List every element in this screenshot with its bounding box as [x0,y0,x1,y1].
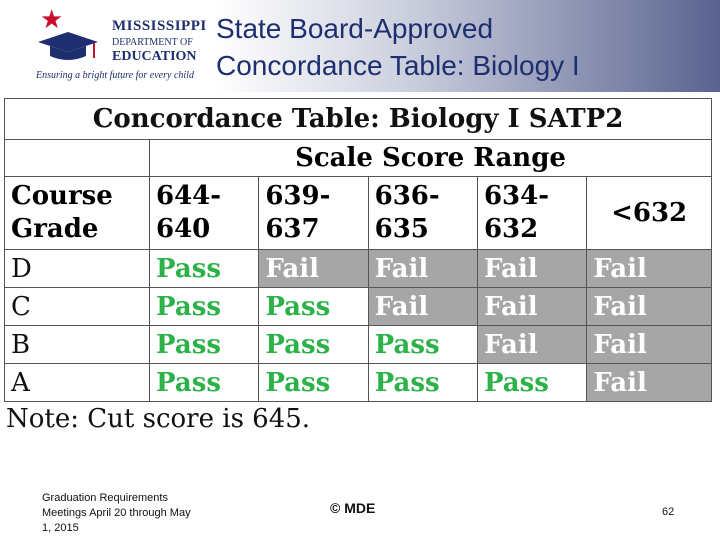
pass-cell: Pass [258,287,369,326]
footer-line-1: Graduation Requirements [42,492,168,504]
fail-cell: Fail [367,249,478,288]
pass-cell: Pass [148,325,260,364]
pass-cell: Pass [367,363,478,402]
fail-cell: Fail [476,287,588,326]
column-header: 636- 635 [367,176,478,250]
table-title-row: Concordance Table: Biology I SATP2 [4,98,712,140]
star-icon: ★ [40,4,64,34]
fail-cell: Fail [586,363,712,402]
grade-cell: B [4,325,150,364]
fail-cell: Fail [476,249,588,288]
slide-header-band [0,0,720,92]
pass-cell: Pass [148,363,260,402]
fail-cell: Fail [476,325,588,364]
grade-cell: C [4,287,150,326]
logo-tagline: Ensuring a bright future for every child [36,70,194,81]
footer-line-2: Meetings April 20 through May [42,507,191,519]
pass-cell: Pass [258,363,369,402]
concordance-table: Concordance Table: Biology I SATP2 Scale… [4,98,712,402]
column-header-line-1: 636- [374,181,440,211]
column-header-line-2: 640 [156,214,211,244]
logo-line-1: MISSISSIPPI [112,18,207,34]
table-row: D Pass Fail Fail Fail Fail [4,249,712,288]
cut-score-note: Note: Cut score is 645. [6,404,311,434]
column-header-line-1: <632 [611,197,688,228]
fail-cell: Fail [586,249,712,288]
fail-cell: Fail [367,287,478,326]
slide-title-line-1: State Board-Approved [216,13,494,44]
pass-cell: Pass [258,325,369,364]
graduation-cap-icon [38,32,98,60]
range-header-row: Scale Score Range [4,139,712,177]
column-header: 639- 637 [258,176,369,250]
fail-cell: Fail [586,325,712,364]
table-row: C Pass Pass Fail Fail Fail [4,287,712,326]
column-header-line-2: 632 [483,214,539,244]
table-row: B Pass Pass Pass Fail Fail [4,325,712,364]
fail-cell: Fail [258,249,369,288]
slide-title: State Board-Approved Concordance Table: … [216,10,580,84]
logo-line-2: DEPARTMENT OF [112,37,193,48]
footer-copyright: © MDE [330,500,376,516]
column-header-line-1: 634- [483,181,550,211]
column-header: <632 [586,176,712,250]
grade-cell: A [4,363,150,402]
row-header-line-2: Grade [11,214,99,244]
row-header: Course Grade [4,176,150,250]
column-header: 634- 632 [476,176,588,250]
logo-line-3: EDUCATION [112,49,197,64]
column-header: 644- 640 [148,176,260,250]
pass-cell: Pass [476,363,588,402]
column-header-line-1: 639- [265,181,331,211]
fail-cell: Fail [586,287,712,326]
pass-cell: Pass [148,249,260,288]
footer-line-3: 1, 2015 [42,522,79,534]
range-header: Scale Score Range [149,139,712,177]
table-row: A Pass Pass Pass Pass Fail [4,363,712,402]
column-header-line-2: 637 [265,214,320,244]
row-header-line-1: Course [11,181,113,211]
pass-cell: Pass [148,287,260,326]
slide-title-line-2: Concordance Table: Biology I [216,50,580,81]
grade-rows: D Pass Fail Fail Fail Fail C Pass Pass Fail Fail Fa… [4,249,712,402]
page-number: 62 [662,506,675,518]
footer-meeting-info: Graduation Requirements Meetings April 2… [42,491,232,536]
column-header-line-1: 644- [156,181,222,211]
table-title: Concordance Table: Biology I SATP2 [4,98,712,140]
pass-cell: Pass [367,325,478,364]
empty-header-cell [4,139,150,177]
mde-logo: ★ MISSISSIPPI DEPARTMENT OF EDUCATION En… [30,6,210,82]
column-header-line-2: 635 [374,214,429,244]
column-header-row: Course Grade 644- 640 639- 637 636- 635 … [4,176,712,250]
grade-cell: D [4,249,150,288]
